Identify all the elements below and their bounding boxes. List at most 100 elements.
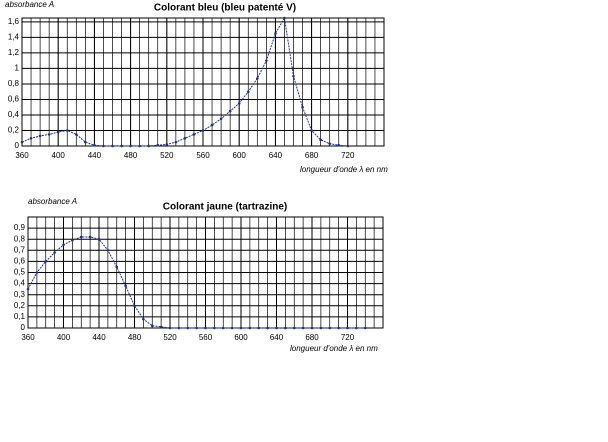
- data-point: [346, 326, 349, 330]
- data-point: [292, 74, 295, 78]
- data-point: [84, 140, 87, 144]
- y-tick-label: 0,9: [14, 223, 26, 232]
- data-point: [230, 326, 234, 330]
- chart-title: Colorant jaune (tartrazine): [163, 202, 287, 213]
- data-point: [177, 326, 181, 330]
- x-tick-label: 480: [128, 333, 142, 342]
- y-axis-label: absorbance A: [28, 197, 77, 206]
- data-point: [129, 144, 132, 148]
- data-point: [346, 144, 350, 148]
- x-tick-label: 600: [233, 151, 247, 160]
- data-point: [192, 133, 196, 136]
- x-tick-label: 440: [88, 151, 102, 160]
- data-point: [301, 326, 305, 330]
- y-tick-label: 0,7: [14, 245, 26, 254]
- data-point: [301, 105, 304, 109]
- x-axis-label: longueur d'onde λ en nm: [300, 165, 388, 174]
- data-point: [159, 325, 163, 329]
- x-tick-label: 560: [199, 333, 213, 342]
- data-point: [88, 235, 92, 239]
- data-point: [239, 326, 243, 330]
- data-point: [292, 326, 296, 330]
- data-point: [204, 326, 207, 330]
- data-point: [186, 326, 190, 330]
- data-point: [79, 235, 83, 239]
- data-point: [284, 326, 287, 330]
- y-tick-label: 1,6: [8, 17, 20, 26]
- y-tick-label: 1,2: [8, 48, 20, 57]
- data-point: [319, 326, 323, 330]
- x-tick-label: 640: [269, 151, 283, 160]
- data-point: [62, 243, 65, 247]
- x-tick-label: 600: [234, 333, 248, 342]
- data-point: [319, 138, 322, 142]
- data-point: [201, 129, 205, 132]
- data-point: [106, 249, 110, 252]
- data-point: [255, 77, 259, 80]
- data-point: [47, 133, 51, 136]
- data-point: [228, 109, 232, 113]
- y-tick-label: 0,1: [14, 312, 26, 321]
- y-tick-label: 0: [15, 141, 20, 150]
- chart-title: Colorant bleu (bleu patenté V): [154, 3, 296, 14]
- data-point: [133, 304, 136, 308]
- y-tick-label: 0,8: [14, 234, 26, 243]
- y-tick-label: 0,3: [14, 290, 26, 299]
- y-tick-label: 0,2: [14, 301, 26, 310]
- data-point: [219, 117, 223, 121]
- y-axis-label: absorbance A: [5, 0, 54, 9]
- data-point: [174, 140, 178, 144]
- data-point: [257, 326, 261, 330]
- data-point: [44, 260, 48, 263]
- y-tick-label: 0,8: [8, 79, 20, 88]
- data-point: [183, 136, 187, 140]
- x-tick-label: 560: [196, 151, 210, 160]
- x-tick-label: 520: [163, 333, 177, 342]
- y-tick-label: 0,4: [14, 279, 26, 288]
- y-tick-label: 1,4: [8, 33, 20, 42]
- data-point: [35, 271, 39, 274]
- data-point: [237, 102, 241, 105]
- data-point: [328, 326, 332, 330]
- data-point: [310, 129, 313, 132]
- data-point: [102, 144, 105, 148]
- x-tick-label: 680: [305, 333, 319, 342]
- data-point: [75, 133, 78, 136]
- data-point: [142, 317, 145, 321]
- data-point: [124, 284, 127, 288]
- data-point: [53, 251, 56, 254]
- x-axis-label: longueur d'onde λ en nm: [290, 344, 378, 353]
- data-point: [147, 144, 150, 148]
- data-point: [213, 326, 216, 330]
- y-tick-label: 0,6: [8, 95, 20, 104]
- y-tick-label: 0,5: [14, 268, 26, 277]
- data-point: [248, 326, 252, 330]
- x-tick-label: 440: [92, 333, 106, 342]
- y-tick-label: 0,2: [8, 126, 20, 135]
- data-point: [363, 326, 367, 330]
- data-point: [328, 142, 332, 145]
- y-tick-label: 0,6: [14, 257, 26, 266]
- x-tick-label: 520: [160, 151, 174, 160]
- x-tick-label: 720: [341, 151, 355, 160]
- data-point: [165, 143, 169, 146]
- data-point: [97, 237, 101, 241]
- data-point: [71, 239, 74, 242]
- data-point: [274, 32, 277, 35]
- x-tick-label: 360: [21, 333, 35, 342]
- data-point: [138, 144, 141, 148]
- data-point: [310, 326, 314, 330]
- data-point: [120, 144, 123, 148]
- x-tick-label: 680: [305, 151, 319, 160]
- x-tick-label: 400: [52, 151, 66, 160]
- data-point: [275, 326, 278, 330]
- data-point: [29, 136, 33, 140]
- data-point: [337, 143, 341, 147]
- x-tick-label: 480: [124, 151, 138, 160]
- data-point: [337, 326, 340, 330]
- y-tick-label: 0,4: [8, 110, 20, 119]
- y-tick-label: 0: [21, 323, 26, 332]
- data-point: [168, 326, 172, 330]
- data-point: [355, 326, 358, 330]
